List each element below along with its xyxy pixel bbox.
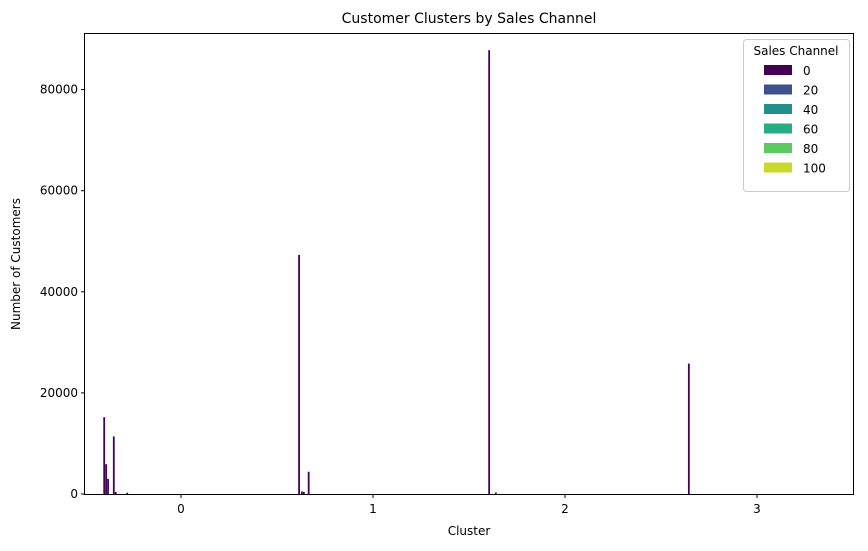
- legend-label: 80: [803, 142, 818, 156]
- bar-cluster-0-5: [126, 492, 129, 494]
- legend-swatch: [764, 143, 792, 153]
- legend: Sales Channel 0 20 40 60 80 100: [743, 39, 850, 192]
- bar-cluster-3-12: [687, 363, 690, 494]
- legend-label: 0: [803, 64, 811, 78]
- legend-swatch: [764, 162, 792, 173]
- y-tick-label: 0: [70, 487, 78, 501]
- y-tick-label: 60000: [40, 184, 78, 198]
- bar-cluster-2-10: [488, 50, 491, 495]
- legend-swatch: [764, 104, 792, 114]
- legend-swatch: [764, 65, 792, 75]
- legend-swatch: [764, 123, 792, 134]
- chart-title: Customer Clusters by Sales Channel: [342, 11, 597, 27]
- bar-cluster-0-2: [107, 478, 109, 494]
- bar-cluster-1-8: [302, 491, 305, 494]
- legend-label: 60: [803, 123, 818, 137]
- bar-cluster-1-7: [301, 491, 303, 494]
- legend-label: 20: [803, 84, 818, 98]
- x-tick-label: 1: [369, 502, 377, 516]
- bars-layer: [103, 50, 690, 495]
- bar-cluster-0-4: [114, 491, 117, 494]
- bar-cluster-1-6: [298, 254, 300, 494]
- y-tick-label: 80000: [40, 83, 78, 97]
- x-tick-label: 2: [561, 502, 569, 516]
- y-axis: 0 20000 40000 60000 80000: [40, 83, 85, 501]
- legend-frame: [743, 39, 850, 192]
- x-axis: 0 1 2 3: [177, 494, 761, 516]
- legend-label: 40: [803, 103, 818, 117]
- legend-swatch: [764, 84, 792, 95]
- bar-cluster-1-9: [307, 471, 310, 494]
- plot-frame: [84, 33, 854, 495]
- x-axis-label: Cluster: [448, 524, 491, 538]
- x-tick-label: 0: [177, 502, 185, 516]
- legend-title: Sales Channel: [753, 44, 838, 58]
- y-axis-label: Number of Customers: [9, 198, 23, 330]
- bar-cluster-0-1: [105, 464, 108, 494]
- y-tick-label: 20000: [40, 386, 78, 400]
- bar-cluster-2-11: [494, 492, 497, 494]
- bar-cluster-0-0: [103, 417, 106, 494]
- x-tick-label: 3: [753, 502, 761, 516]
- bar-cluster-0-3: [112, 436, 115, 494]
- y-tick-label: 40000: [40, 285, 78, 299]
- legend-label: 100: [803, 162, 826, 176]
